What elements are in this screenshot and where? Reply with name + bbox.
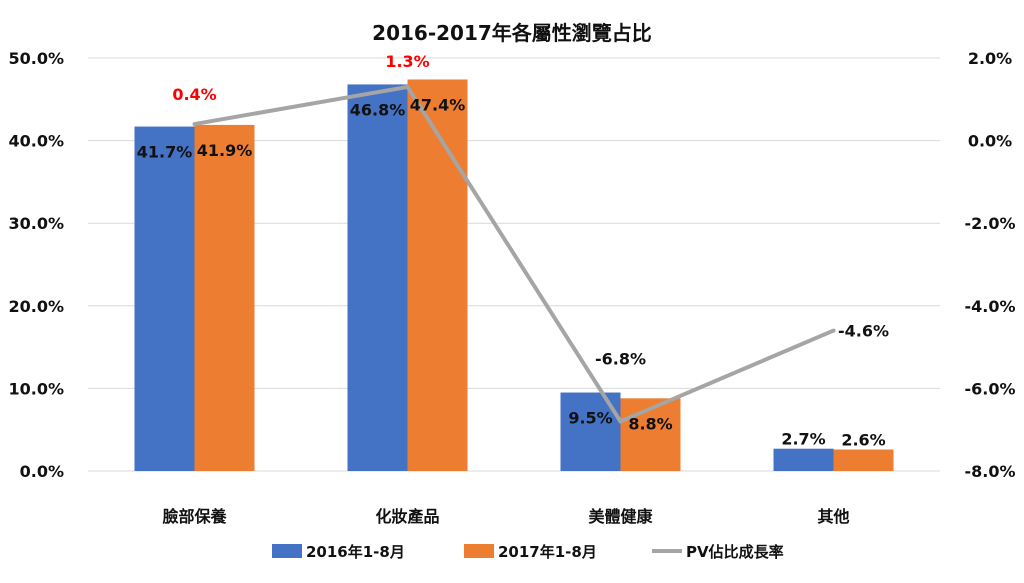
bar-data-label: 41.7% (137, 143, 193, 162)
left-axis: 50.0% 40.0% 30.0% 20.0% 10.0% 0.0% (8, 49, 64, 481)
right-tick-label: -4.0% (964, 297, 1015, 316)
category-label: 其他 (817, 507, 849, 526)
legend: 2016年1-8月 2017年1-8月 PV佔比成長率 (272, 543, 784, 561)
bar (347, 84, 408, 471)
right-tick-label: -2.0% (964, 214, 1015, 233)
chart-title: 2016-2017年各屬性瀏覽占比 (372, 21, 652, 45)
bar-data-label: 46.8% (350, 100, 406, 119)
legend-label: 2017年1-8月 (498, 543, 597, 561)
bar (773, 448, 834, 471)
data-labels: 41.7% 41.9% 46.8% 47.4% 9.5% 8.8% 2.7% 2.6% 0.4%… (137, 52, 889, 450)
bar (194, 124, 255, 471)
legend-swatch (464, 544, 494, 558)
left-tick-label: 0.0% (20, 462, 64, 481)
bar-data-label: 9.5% (568, 409, 612, 428)
right-tick-label: 0.0% (968, 132, 1012, 151)
right-tick-label: -6.0% (964, 379, 1015, 398)
bars (134, 79, 894, 472)
category-label: 臉部保養 (162, 507, 226, 526)
line-point (831, 328, 836, 333)
bar (134, 126, 195, 472)
category-label: 化妝產品 (375, 507, 439, 526)
left-tick-label: 20.0% (8, 297, 64, 316)
line-data-label: -6.8% (595, 349, 646, 368)
line-data-label: 0.4% (172, 85, 216, 104)
right-tick-label: 2.0% (968, 49, 1012, 68)
line-point (192, 122, 197, 127)
line-data-label: -4.6% (838, 322, 889, 341)
bar-data-label: 2.7% (781, 430, 825, 449)
bar-data-label: 2.6% (841, 431, 885, 450)
bar-data-label: 8.8% (628, 414, 672, 433)
growth-line (192, 84, 836, 424)
category-label: 美體健康 (588, 507, 653, 526)
bar-data-label: 47.4% (410, 95, 466, 114)
line-data-label: 1.3% (385, 52, 429, 71)
line-series (194, 84, 835, 424)
bar-data-label: 41.9% (197, 141, 253, 160)
legend-label: 2016年1-8月 (306, 543, 405, 561)
legend-swatch (272, 544, 302, 558)
legend-label: PV佔比成長率 (686, 543, 784, 561)
line-point (618, 419, 623, 424)
bar (833, 449, 894, 471)
left-tick-label: 30.0% (8, 214, 64, 233)
bar (407, 79, 468, 471)
right-axis: 2.0% 0.0% -2.0% -4.0% -6.0% -8.0% (964, 49, 1015, 481)
line-point (405, 84, 410, 89)
category-labels: 臉部保養 化妝產品 美體健康 其他 (162, 507, 849, 526)
right-tick-label: -8.0% (964, 462, 1015, 481)
left-tick-label: 50.0% (8, 49, 64, 68)
left-tick-label: 40.0% (8, 132, 64, 151)
left-tick-label: 10.0% (8, 379, 64, 398)
